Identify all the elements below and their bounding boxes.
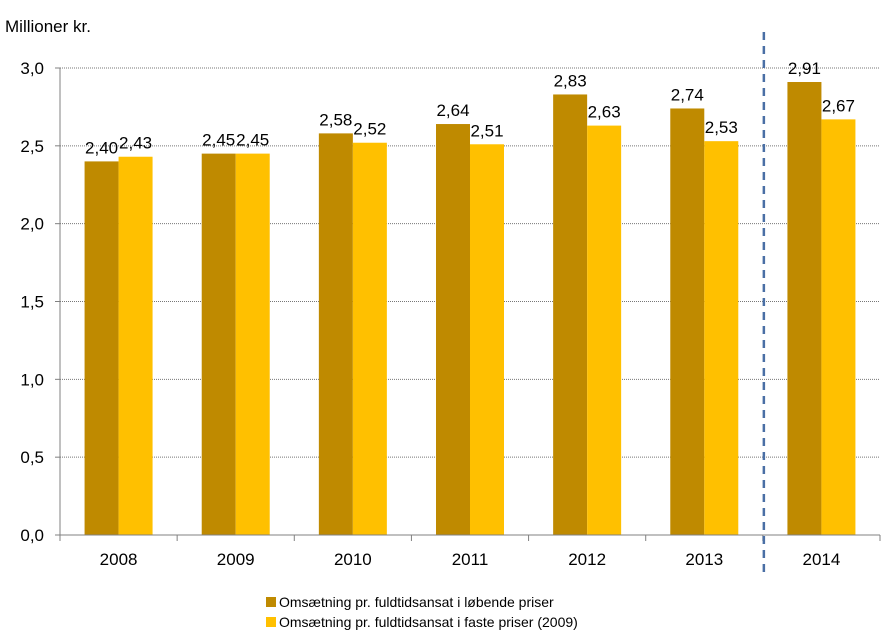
data-label: 2,58: [319, 110, 352, 129]
bars: [84, 82, 856, 536]
legend-item-fixed-prices: Omsætning pr. fuldtidsansat i faste pris…: [266, 612, 578, 632]
bar: [84, 161, 119, 535]
y-axis-label: Millioner kr.: [5, 17, 91, 36]
y-tick-label: 2,5: [20, 137, 44, 156]
legend-item-current-prices: Omsætning pr. fuldtidsansat i løbende pr…: [266, 592, 578, 612]
y-tick-label: 3,0: [20, 59, 44, 78]
legend-label-fixed-prices: Omsætning pr. fuldtidsansat i faste pris…: [279, 614, 578, 630]
bar: [201, 153, 236, 535]
data-label: 2,45: [236, 131, 269, 150]
y-tick-label: 1,0: [20, 370, 44, 389]
bar: [118, 156, 153, 536]
data-label: 2,52: [353, 120, 386, 139]
bar: [352, 142, 387, 535]
y-tick-label: 0,0: [20, 526, 44, 545]
y-tick-label: 2,0: [20, 215, 44, 234]
data-label: 2,67: [822, 96, 855, 115]
data-label: 2,64: [436, 101, 469, 120]
data-label: 2,74: [671, 85, 704, 104]
bar: [553, 94, 588, 536]
x-tick-label: 2012: [568, 550, 606, 569]
data-labels: 2,40 2,43 2,45 2,45 2,58 2,52 2,642,51 2,832,63…: [85, 59, 855, 157]
x-tick-label: 2013: [685, 550, 723, 569]
x-tick-label: 2014: [803, 550, 841, 569]
x-tick-label: 2009: [217, 550, 255, 569]
x-tick-label: 2008: [100, 550, 138, 569]
x-tick-label: 2011: [452, 550, 489, 569]
data-label: 2,40: [85, 138, 118, 157]
legend: Omsætning pr. fuldtidsansat i løbende pr…: [266, 592, 578, 632]
y-tick-label: 0,5: [20, 448, 44, 467]
data-label: 2,43: [119, 134, 152, 153]
y-tick-label: 1,5: [20, 293, 44, 312]
legend-swatch-fixed-prices: [266, 617, 276, 627]
data-label: 2,51: [470, 121, 503, 140]
bar: [470, 144, 504, 535]
x-tick-label: 2010: [334, 550, 372, 569]
bar: [436, 124, 470, 535]
data-label: 2,63: [588, 103, 621, 122]
legend-label-current-prices: Omsætning pr. fuldtidsansat i løbende pr…: [279, 594, 554, 610]
bar: [318, 133, 353, 535]
legend-swatch-current-prices: [266, 597, 276, 607]
data-label: 2,45: [202, 131, 235, 150]
bar: [821, 119, 856, 536]
data-label: 2,53: [705, 118, 738, 137]
axes: 0,0 0,5 1,0 1,5 2,0 2,5 3,0 2008 2009 2010 2011 201…: [20, 32, 881, 578]
data-label: 2,91: [788, 59, 821, 78]
bar: [704, 141, 739, 535]
bar: [670, 108, 705, 536]
bar-chart: Millioner kr. 2,40 2,43 2,45 2,452,58 2,522,…: [5, 17, 881, 578]
bar: [235, 153, 270, 535]
bar: [787, 82, 822, 535]
bar: [587, 125, 622, 535]
data-label: 2,83: [554, 71, 587, 90]
